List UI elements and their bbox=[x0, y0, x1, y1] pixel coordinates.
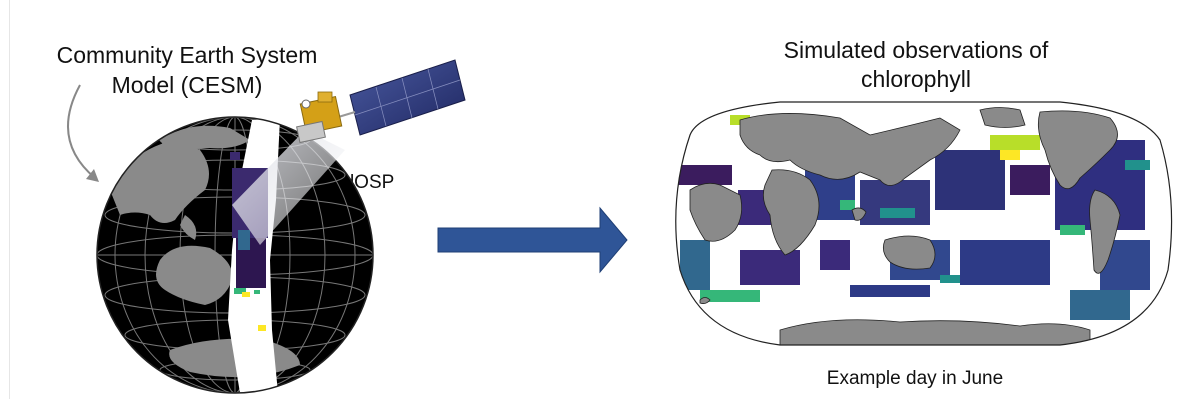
map-land bbox=[689, 107, 1121, 345]
curved-pointer-arrow bbox=[67, 84, 99, 182]
map-title-line1: Simulated observations of bbox=[783, 37, 1049, 63]
satellite-icon bbox=[296, 59, 466, 144]
left-border bbox=[9, 0, 10, 399]
cesm-caption: Community Earth System Model (CESM) bbox=[22, 40, 352, 100]
map-title: Simulated observations of chlorophyll bbox=[720, 36, 1112, 94]
map-subtitle: Example day in June bbox=[826, 368, 1004, 389]
cesm-caption-line1: Community Earth System bbox=[56, 42, 318, 68]
world-map-icon bbox=[675, 101, 1173, 346]
sensor-beam bbox=[232, 130, 345, 245]
map-title-line2: chlorophyll bbox=[861, 66, 971, 92]
cesm-caption-line2: Model (CESM) bbox=[111, 72, 263, 98]
map-outline bbox=[675, 101, 1173, 346]
solar-panel-grid bbox=[354, 68, 461, 127]
right-arrow-icon bbox=[437, 206, 628, 274]
